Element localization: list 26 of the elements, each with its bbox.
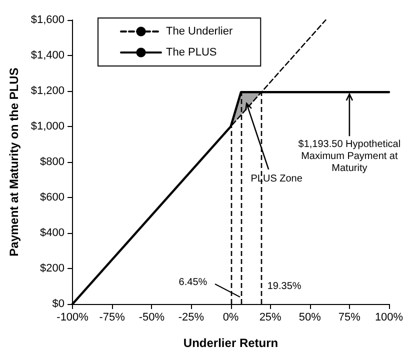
- y-tick-label: $1,200: [30, 85, 65, 97]
- x-tick-label: 100%: [374, 312, 404, 324]
- x-tick-label: -25%: [178, 312, 204, 324]
- y-tick-label: $1,600: [30, 14, 65, 26]
- ref-line-label: 6.45%: [178, 277, 208, 288]
- legend-label: The PLUS: [166, 46, 217, 58]
- y-tick-label: $200: [40, 262, 65, 274]
- x-tick-label: 0%: [222, 312, 239, 324]
- ref-line-label: 19.35%: [267, 281, 302, 292]
- x-tick-label: 50%: [298, 312, 322, 324]
- y-tick-label: $1,400: [30, 50, 65, 62]
- x-tick-label: 25%: [259, 312, 282, 324]
- y-tick-label: $0: [52, 298, 65, 310]
- x-tick-label: 75%: [338, 312, 361, 324]
- y-tick-label: $600: [40, 192, 65, 204]
- x-tick-label: -100%: [56, 312, 89, 324]
- annotation: $1,193.50 Hypothetical Maximum Payment at Maturity: [298, 139, 401, 174]
- x-tick-label: -50%: [138, 312, 165, 324]
- y-axis-title: Payment at Maturity on the PLUS: [7, 68, 21, 256]
- y-tick-label: $1,000: [30, 120, 65, 132]
- x-axis-title: Underlier Return: [183, 336, 278, 350]
- y-tick-label: $800: [40, 156, 65, 168]
- annotation: PLUS Zone: [250, 173, 303, 184]
- legend-label: The Underlier: [166, 26, 233, 38]
- x-tick-label: -75%: [99, 312, 126, 324]
- y-tick-label: $400: [40, 227, 65, 239]
